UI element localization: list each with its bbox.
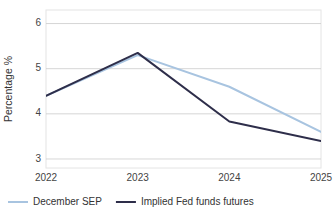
- legend-swatch: [8, 201, 28, 203]
- legend-swatch: [116, 201, 136, 203]
- y-axis-label: Percentage %: [2, 56, 14, 122]
- y-tick-label: 4: [35, 107, 41, 118]
- legend: December SEP Implied Fed funds futures: [8, 196, 254, 207]
- series-line: [46, 53, 321, 141]
- grid-line: [46, 23, 321, 24]
- chart: 3 4 5 6 2022 2023 2024 2025 Percentage % December…: [0, 0, 335, 214]
- plot-frame: [46, 10, 321, 168]
- grid-line: [46, 68, 321, 69]
- y-tick-label: 5: [35, 62, 41, 73]
- x-tick-label: 2025: [310, 172, 333, 183]
- x-tick-label: 2023: [127, 172, 150, 183]
- series-line: [46, 55, 321, 132]
- y-tick-label: 6: [35, 17, 41, 28]
- x-tick-label: 2022: [35, 172, 58, 183]
- legend-label: Implied Fed funds futures: [141, 196, 254, 207]
- y-tick-label: 3: [35, 153, 41, 164]
- x-tick-label: 2024: [218, 172, 241, 183]
- grid-line: [46, 113, 321, 114]
- series-group: [46, 53, 321, 141]
- grid-line: [46, 158, 321, 159]
- legend-label: December SEP: [33, 196, 102, 207]
